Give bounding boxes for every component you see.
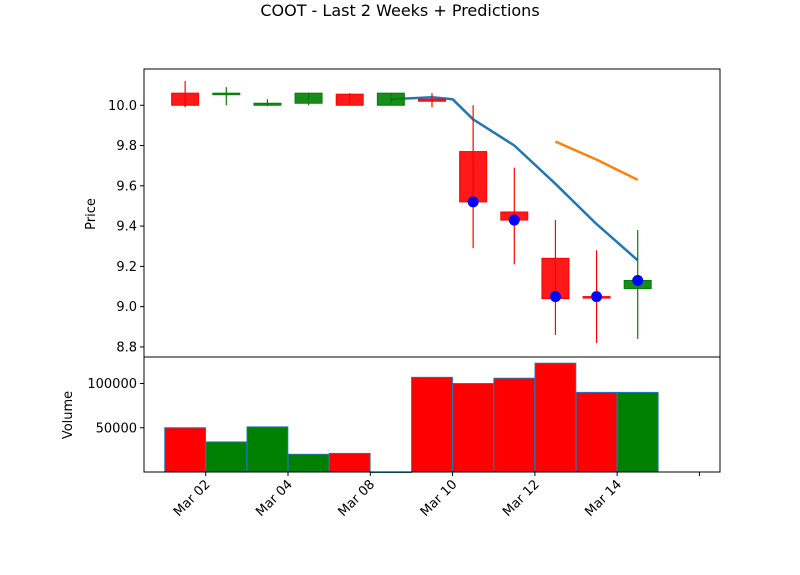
prediction-line-layer	[554, 140, 639, 181]
volume-bar	[616, 391, 659, 473]
x-tick-label: Mar 02	[171, 477, 214, 520]
candle-body	[253, 102, 282, 106]
price-ylabel: Price	[84, 198, 99, 230]
volume-bars	[164, 362, 659, 473]
price-ytick-label: 9.8	[116, 139, 137, 154]
close-marker	[467, 196, 479, 208]
price-ytick-label: 9.4	[116, 220, 137, 235]
volume-bar	[534, 362, 577, 473]
price-ytick-label: 9.2	[116, 260, 137, 275]
actual-close-markers	[467, 196, 644, 303]
volume-bar	[328, 452, 371, 473]
volume-bar	[493, 377, 536, 473]
forecast-line	[390, 95, 639, 262]
volume-ylabel: Volume	[61, 391, 76, 439]
x-tick-label: Mar 12	[500, 477, 543, 520]
candle-body	[335, 93, 364, 106]
volume-bar	[205, 441, 248, 473]
x-tick-label: Mar 14	[582, 477, 625, 520]
x-tick-label: Mar 04	[253, 477, 296, 520]
close-marker	[549, 291, 561, 303]
candlesticks	[171, 81, 652, 343]
volume-axes-frame	[143, 356, 721, 473]
x-tick-label: Mar 08	[336, 477, 379, 520]
price-panel: 8.8 9.0 9.2 9.4 9.6 9.8 10.0 Price	[84, 68, 721, 358]
volume-bar	[411, 376, 453, 473]
price-axes-frame	[143, 68, 721, 358]
volume-ytick-label: 100000	[87, 377, 137, 392]
close-marker	[508, 214, 520, 226]
price-ytick-label: 8.8	[116, 340, 137, 355]
candle-body	[459, 151, 488, 203]
price-ytick-label: 9.0	[116, 300, 137, 315]
candle-body	[418, 98, 446, 102]
volume-bar	[575, 391, 618, 473]
candle-body	[212, 92, 241, 96]
candle-body	[294, 92, 323, 104]
prediction-line	[554, 140, 639, 181]
candle-body	[376, 92, 405, 106]
chart-title: COOT - Last 2 Weeks + Predictions	[260, 1, 539, 20]
volume-bar	[164, 427, 207, 473]
forecast-line-layer	[390, 95, 639, 262]
volume-bar	[452, 383, 495, 473]
volume-bar	[287, 453, 330, 473]
price-ytick-label: 9.6	[116, 179, 137, 194]
price-axis-ticks: 8.8 9.0 9.2 9.4 9.6 9.8 10.0	[108, 99, 144, 355]
x-axis-ticks: Mar 02 Mar 04 Mar 08 Mar 10 Mar 12 Mar 14	[171, 472, 700, 520]
volume-ytick-label: 50000	[96, 421, 137, 436]
close-marker	[591, 291, 603, 303]
volume-axis-ticks: 50000 100000	[87, 377, 144, 436]
volume-bar	[246, 426, 289, 473]
volume-panel: 50000 100000 Volume	[61, 356, 721, 473]
candle-body	[171, 92, 200, 106]
price-ytick-label: 10.0	[108, 99, 137, 114]
x-tick-label: Mar 10	[418, 477, 461, 520]
close-marker	[632, 274, 644, 286]
